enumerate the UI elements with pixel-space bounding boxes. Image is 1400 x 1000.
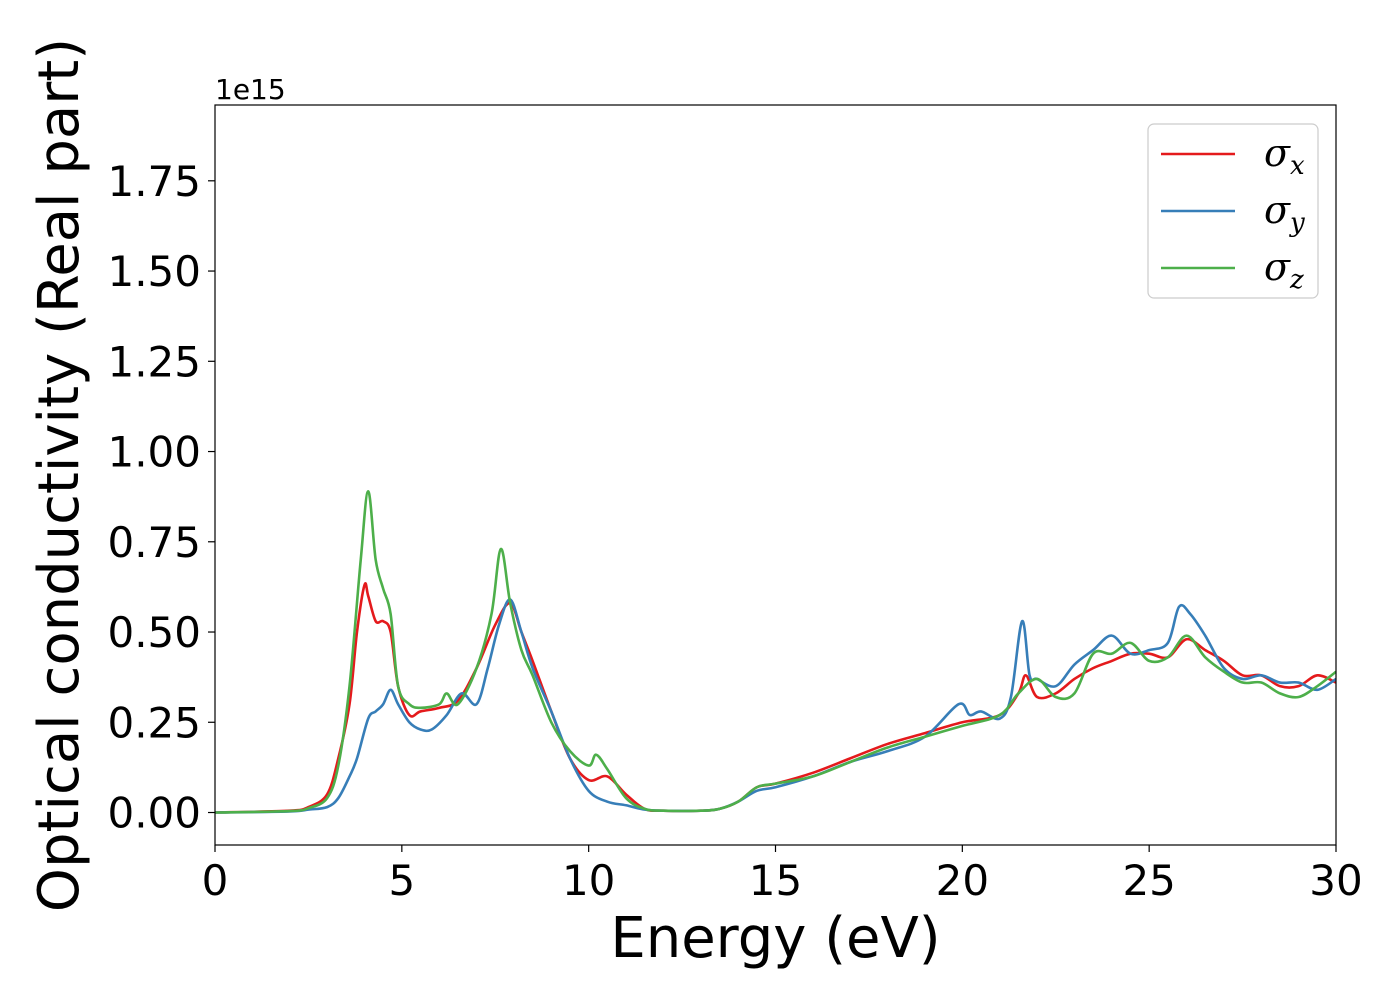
y-tick-label: 0.75 <box>107 518 201 567</box>
series-line-y <box>215 598 1336 814</box>
legend: σx σy σz <box>1147 123 1319 299</box>
y-axis: 0.00 0.25 0.50 0.75 1.00 1.25 1.50 1.75 <box>107 157 215 838</box>
y-tick-label: 1.50 <box>107 247 201 296</box>
y-tick-label: 0.50 <box>107 608 201 657</box>
x-axis-title: Energy (eV) <box>610 906 940 971</box>
y-tick-label: 1.00 <box>107 428 201 477</box>
x-tick-label: 15 <box>749 856 802 905</box>
legend-label: σy <box>1264 188 1305 238</box>
x-axis: 0 5 10 15 20 25 30 <box>202 845 1363 905</box>
x-tick-label: 10 <box>562 856 615 905</box>
legend-label: σz <box>1264 245 1304 295</box>
legend-item-y: σy <box>1161 188 1305 238</box>
y-tick-label: 1.75 <box>107 157 201 206</box>
x-tick-label: 25 <box>1122 856 1175 905</box>
series-line-x <box>215 582 1336 814</box>
x-tick-label: 5 <box>388 856 415 905</box>
legend-label: σx <box>1264 131 1305 181</box>
y-tick-label: 0.25 <box>107 698 201 747</box>
x-tick-label: 0 <box>202 856 229 905</box>
y-tick-label: 1.25 <box>107 337 201 386</box>
series-layer <box>215 489 1336 814</box>
y-tick-label: 0.00 <box>107 789 201 838</box>
x-tick-label: 20 <box>936 856 989 905</box>
y-offset-label: 1e15 <box>215 73 286 106</box>
legend-item-x: σx <box>1161 131 1305 181</box>
x-tick-label: 30 <box>1309 856 1362 905</box>
legend-item-z: σz <box>1161 245 1304 295</box>
series-line-z <box>215 489 1336 814</box>
y-axis-title: Optical conductivity (Real part) <box>27 38 92 912</box>
